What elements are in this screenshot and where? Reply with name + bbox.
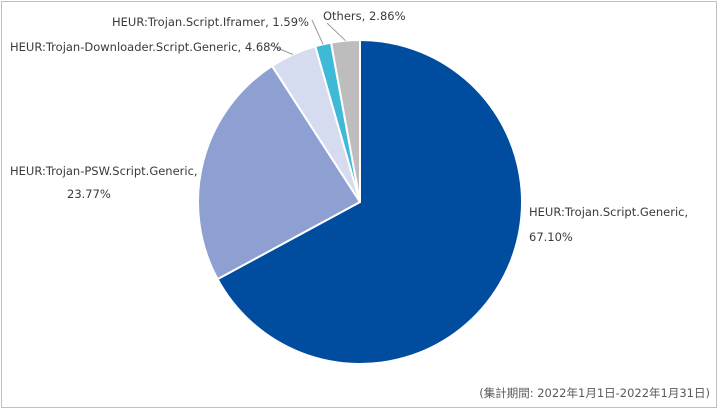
slice-label-trojan-script-generic: HEUR:Trojan.Script.Generic, 67.10% [529, 205, 692, 244]
leader-lines [269, 19, 346, 55]
slice-value-trojan-psw: 23.77% [67, 187, 111, 201]
pie-slice-trojan-psw [197, 64, 361, 281]
slice-label-trojan-psw: HEUR:Trojan-PSW.Script.Generic, 23.77% [10, 164, 201, 201]
pie-slice-trojan-script-generic [216, 39, 523, 365]
leader-line-trojan-downloader [269, 44, 294, 55]
pie-slices [197, 39, 523, 365]
leader-line-others [326, 22, 346, 42]
slice-label-iframer: HEUR:Trojan.Script.Iframer, 1.59% [112, 15, 309, 29]
slice-label-trojan-downloader: HEUR:Trojan-Downloader.Script.Generic, 4… [10, 40, 281, 54]
leader-line-iframer [311, 19, 324, 45]
slice-value-iframer: 1.59% [272, 15, 309, 29]
slice-value-others: 2.86% [369, 9, 406, 23]
slice-value-trojan-script-generic: 67.10% [529, 230, 573, 244]
slice-value-trojan-downloader: 4.68% [245, 40, 282, 54]
slice-label-others: Others, 2.86% [323, 9, 406, 23]
period-note: (集計期間: 2022年1月1日-2022年1月31日) [479, 386, 710, 400]
